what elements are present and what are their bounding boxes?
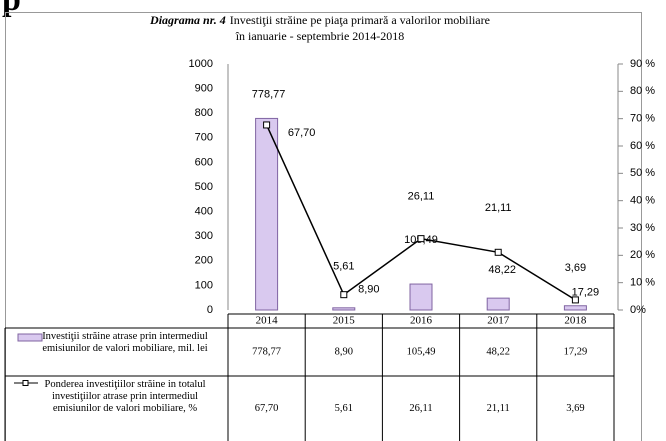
- bar: [255, 117, 279, 311]
- chart-title: Diagrama nr. 4 Investiţii străine pe piaţ…: [149, 13, 490, 43]
- bar-value-label: 48,22: [488, 264, 516, 276]
- line-value-label: 3,69: [565, 262, 586, 274]
- table-value: 778,77: [252, 346, 281, 357]
- table-value: 5,61: [335, 403, 353, 414]
- y2-tick-label: 80 %: [630, 85, 655, 97]
- y-tick-label: 400: [195, 206, 213, 218]
- x-tick-label: 2016: [410, 315, 433, 327]
- table-value: 17,29: [564, 346, 588, 357]
- x-tick-label: 2014: [256, 315, 279, 327]
- line-marker: [417, 235, 425, 243]
- bar: [563, 305, 587, 311]
- table-value: 105,49: [407, 346, 436, 357]
- line-marker: [263, 121, 271, 129]
- title-line: Investiţii străine pe piaţa primară a va…: [230, 13, 490, 27]
- y-tick-label: 800: [195, 107, 213, 119]
- page-fragment: p: [2, 0, 21, 18]
- y2-tick-label: 40 %: [630, 195, 655, 207]
- table-value: 21,11: [487, 403, 510, 414]
- y-tick-label: 900: [195, 83, 213, 95]
- x-tick-label: 2015: [333, 315, 356, 327]
- bar-value-label: 778,77: [252, 88, 286, 100]
- title-line: în ianuarie - septembrie 2014-2018: [235, 29, 405, 43]
- y2-tick-label: 10 %: [630, 277, 655, 289]
- line-marker: [494, 248, 502, 256]
- y2-tick-label: 30 %: [630, 222, 655, 234]
- table-value: 8,90: [335, 346, 353, 357]
- table-value: 26,11: [409, 403, 432, 414]
- title-label: Diagrama nr. 4: [149, 13, 226, 27]
- table-value: 48,22: [486, 346, 510, 357]
- legend-marker: [22, 380, 29, 386]
- y-tick-label: 300: [195, 230, 213, 242]
- y-tick-label: 700: [195, 132, 213, 144]
- y-tick-label: 500: [195, 181, 213, 193]
- legend-swatch: [17, 333, 43, 342]
- line-marker: [571, 296, 579, 304]
- x-tick-label: 2017: [487, 315, 510, 327]
- y2-tick-label: 20 %: [630, 249, 655, 261]
- line-marker: [340, 291, 348, 299]
- chart-frame: [5, 12, 642, 441]
- table-value: 3,69: [566, 403, 584, 414]
- bar: [332, 307, 356, 311]
- line-value-label: 26,11: [408, 191, 435, 203]
- bar-value-label: 8,90: [358, 284, 379, 296]
- bar-value-label: 17,29: [572, 287, 600, 299]
- legend-label: Investiţii străine atrase prin intermedi…: [42, 331, 208, 354]
- line: [265, 124, 576, 301]
- y2-tick-label: 50 %: [630, 167, 655, 179]
- y-tick-label: 0: [207, 304, 213, 316]
- y-tick-label: 1000: [189, 58, 213, 70]
- y2-tick-label: 90 %: [630, 58, 655, 70]
- table-value: 67,70: [255, 403, 279, 414]
- bar: [409, 283, 433, 311]
- y-tick-label: 200: [195, 255, 213, 267]
- y2-tick-label: 70 %: [630, 113, 655, 125]
- line-value-label: 5,61: [333, 261, 354, 273]
- bar: [486, 297, 510, 311]
- x-tick-label: 2018: [564, 315, 587, 327]
- y-tick-label: 600: [195, 156, 213, 168]
- y-tick-label: 100: [195, 279, 213, 291]
- line-value-label: 21,11: [485, 202, 512, 214]
- legend-label: Ponderea investiţiilor străine in totalu…: [44, 379, 206, 414]
- y2-tick-label: 60 %: [630, 140, 655, 152]
- y2-tick-label: 0%: [630, 304, 646, 316]
- line-value-label: 67,70: [288, 127, 316, 139]
